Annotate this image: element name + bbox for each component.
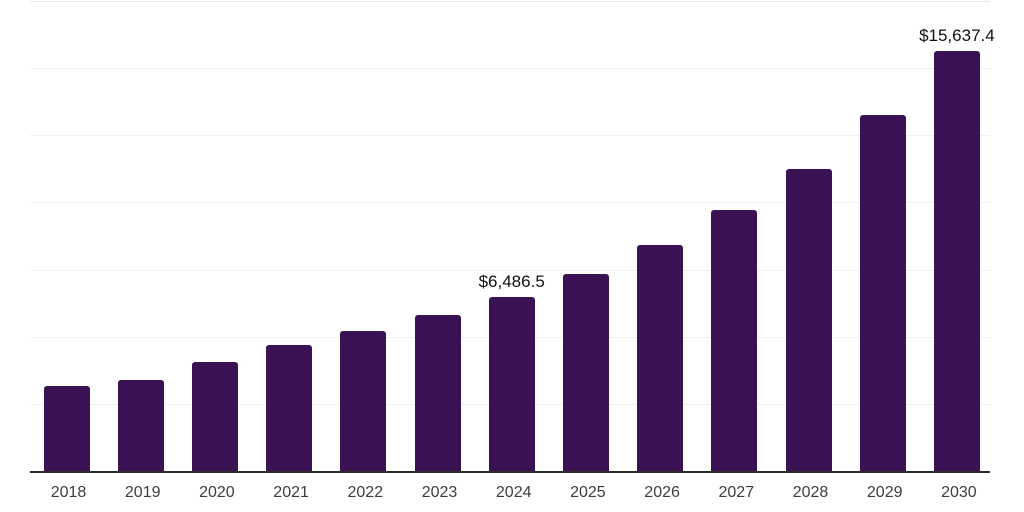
x-axis-tick-label: 2027 — [718, 484, 755, 501]
x-axis-tick-label: 2024 — [495, 484, 532, 501]
x-axis-tick-label: 2029 — [866, 484, 903, 501]
bar — [340, 331, 387, 471]
bar — [191, 361, 238, 471]
gridline — [30, 135, 990, 137]
bar — [266, 345, 313, 471]
gridline — [30, 1, 990, 2]
x-axis-tick-label: 2026 — [644, 484, 680, 501]
bar — [637, 244, 684, 471]
bar — [117, 379, 164, 471]
x-axis-tick-label: 2030 — [941, 484, 977, 501]
x-axis-line — [30, 470, 990, 473]
x-axis-tick-label: 2020 — [199, 484, 235, 501]
x-axis-tick-label: 2021 — [273, 484, 309, 501]
bar-value-label: $15,637.4 — [919, 26, 995, 46]
gridline — [30, 202, 990, 204]
x-axis-tick-label: 2018 — [50, 484, 87, 501]
bar — [933, 51, 980, 471]
bar — [711, 210, 758, 471]
bar — [43, 386, 90, 471]
x-axis-tick-label: 2025 — [570, 484, 606, 501]
bar — [562, 273, 609, 471]
bar — [414, 315, 461, 471]
x-axis-tick-label: 2023 — [421, 484, 458, 501]
x-axis-tick-label: 2022 — [347, 484, 384, 501]
x-axis-tick-label: 2028 — [792, 484, 829, 501]
bar — [785, 169, 832, 471]
x-axis-tick-label: 2019 — [124, 484, 161, 501]
gridline — [30, 269, 990, 271]
gridline — [30, 68, 990, 70]
bar — [488, 296, 535, 471]
bar-value-label: $6,486.5 — [478, 271, 545, 291]
bar — [859, 115, 906, 471]
